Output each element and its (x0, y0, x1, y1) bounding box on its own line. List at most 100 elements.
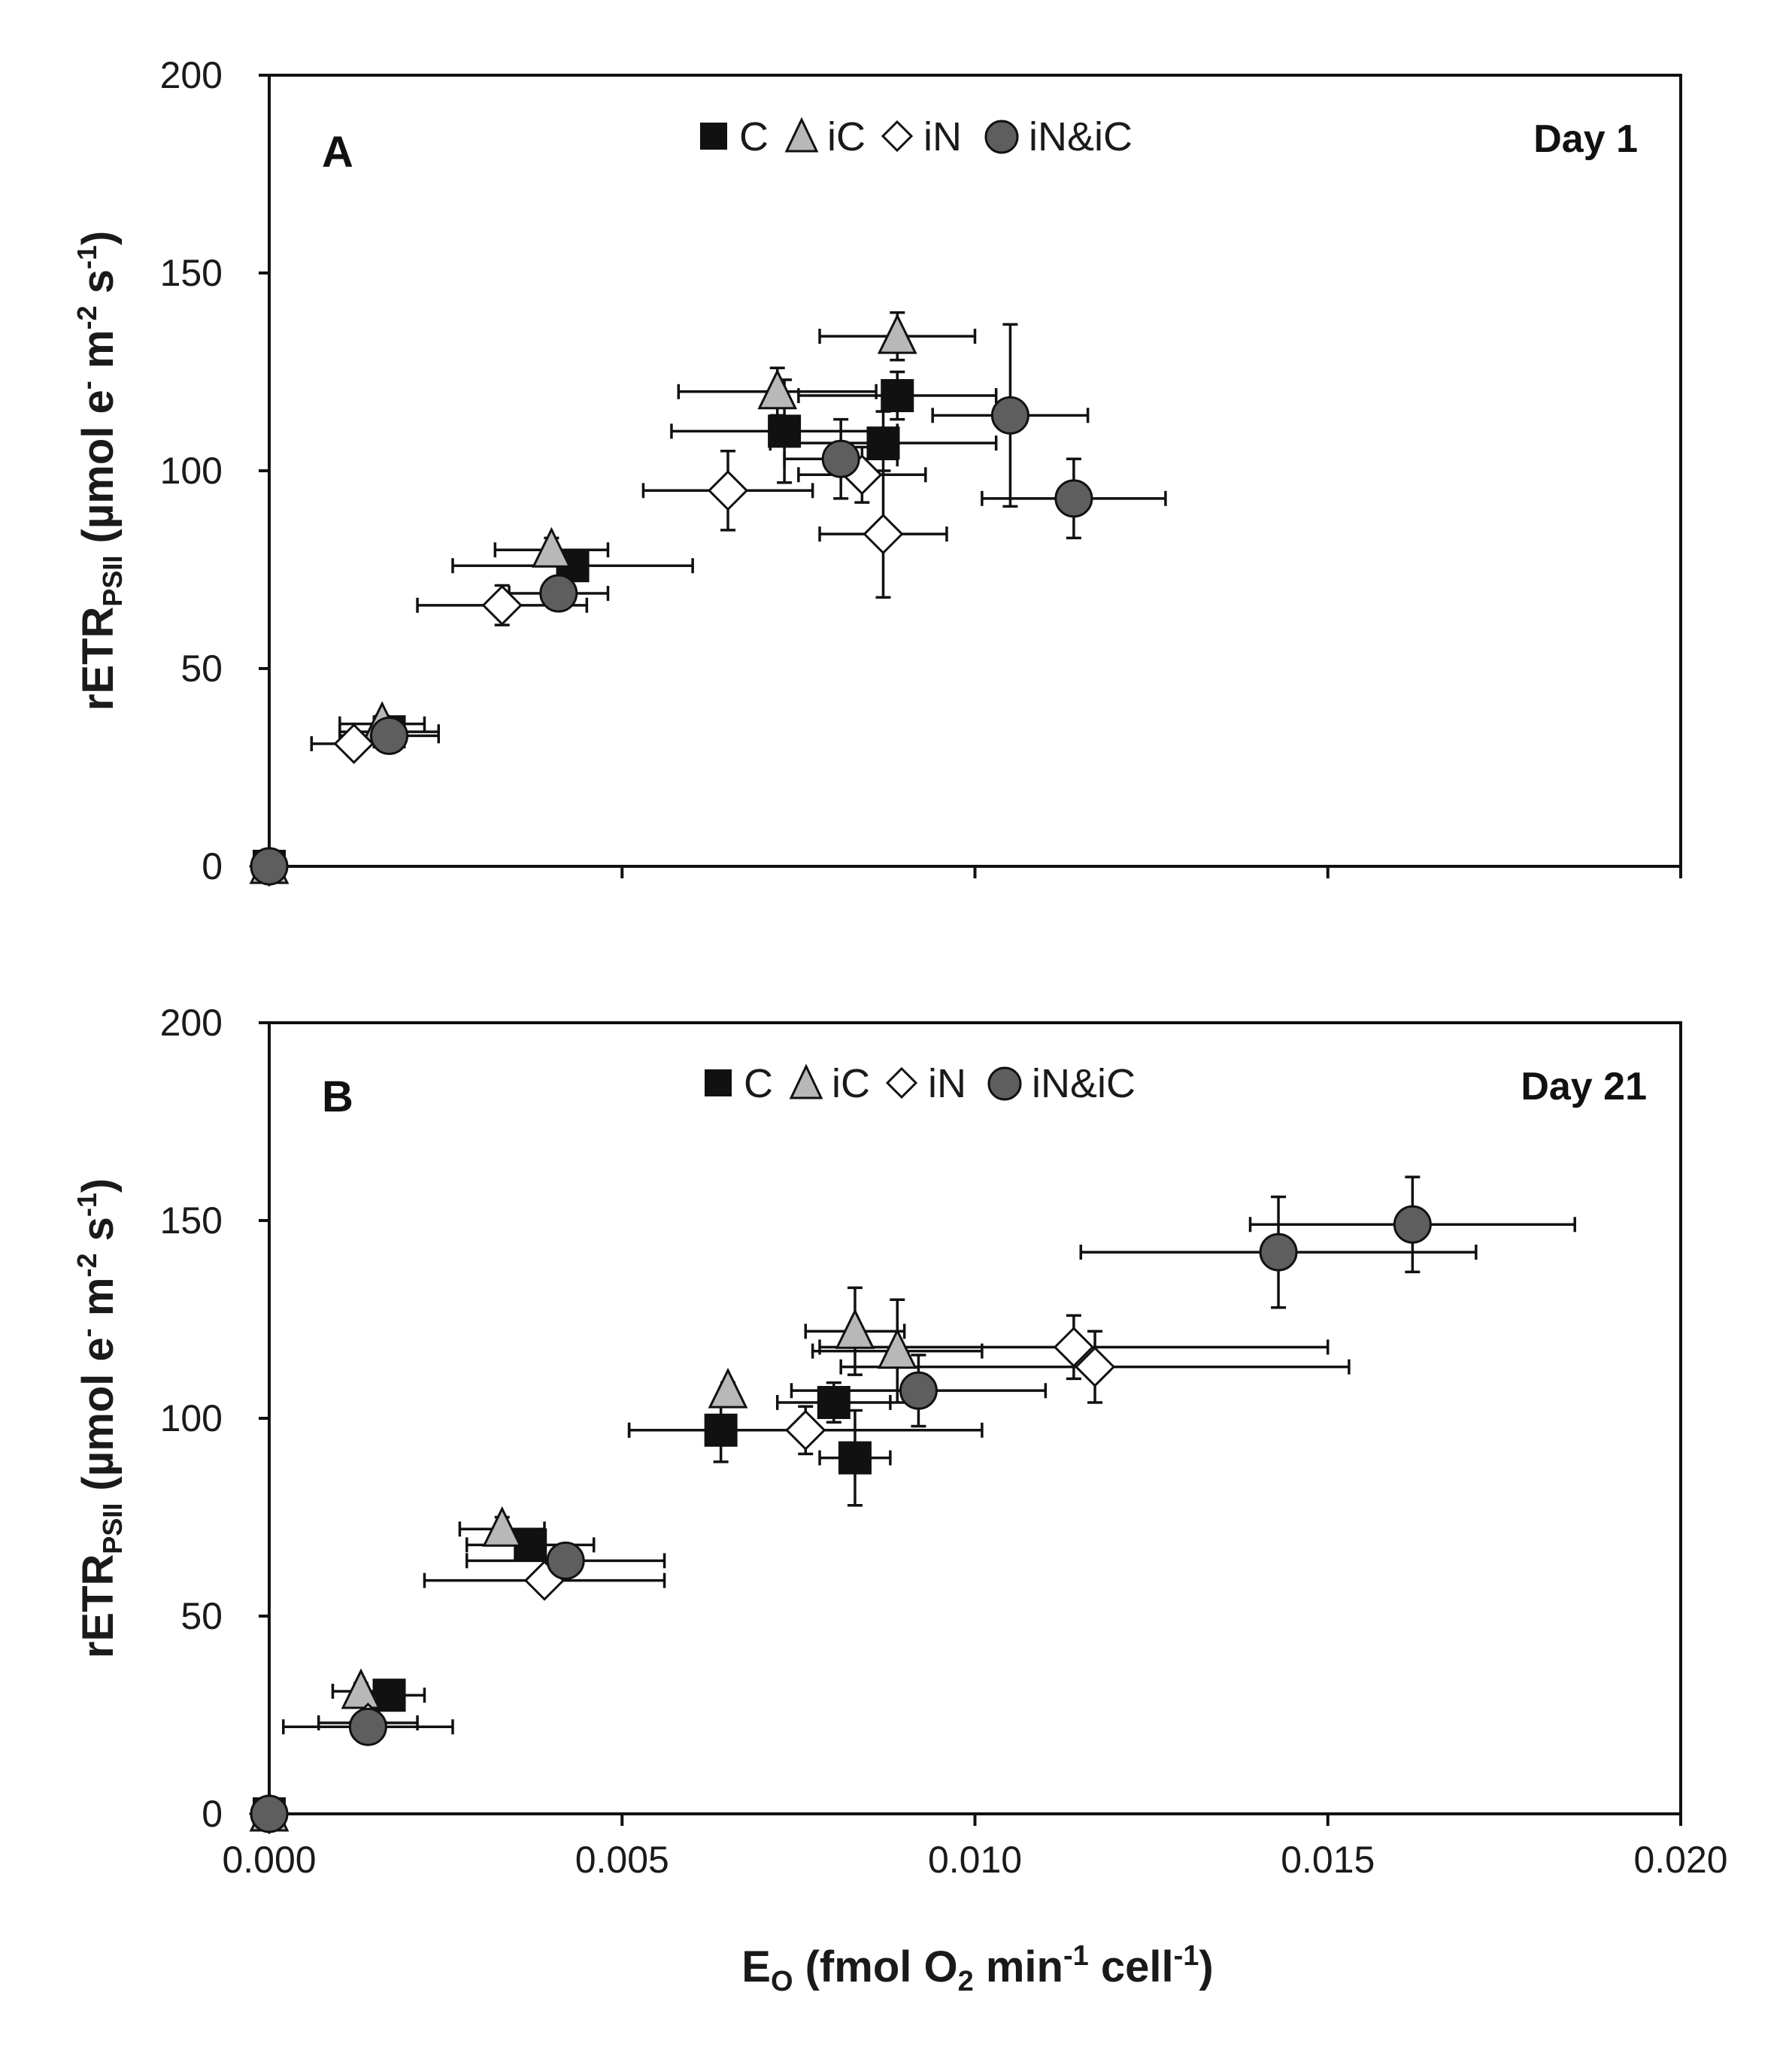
data-point-c (704, 1413, 738, 1447)
data-point-c (881, 379, 914, 413)
data-point-in-ic (1393, 1205, 1432, 1244)
x-axis-ticks (268, 1814, 1682, 1826)
y-tick-label: 200 (160, 54, 223, 96)
data-point-in-ic (546, 1541, 585, 1580)
y-axis-title-s-superscript: -1 (71, 1193, 102, 1217)
data-point-c (866, 426, 900, 460)
markers (248, 313, 1093, 887)
panel-b: 0 50 100 150 200 0.000 0.005 0.010 0.015 0.020 B… (71, 1002, 1728, 1997)
y-axis-title-electron-superscript: - (71, 381, 102, 390)
y-axis-title-s-superscript: -1 (71, 245, 102, 269)
data-point-ic (531, 526, 572, 568)
y-tick-label: 200 (160, 1002, 223, 1044)
x-axis-title-o2-subscript: 2 (958, 1966, 974, 1997)
y-axis-title-electron-superscript: - (71, 1328, 102, 1337)
y-axis-title-unit-open: (µmol e (74, 390, 123, 555)
data-point-in-ic (348, 1707, 387, 1746)
x-tick-label: 0.010 (928, 1839, 1022, 1881)
legend-marker-square-icon (705, 1069, 732, 1096)
markers (248, 1205, 1432, 1835)
legend-marker-diamond-icon (881, 120, 914, 153)
data-point-in-ic (990, 396, 1029, 435)
y-axis-title-unit-close: ) (74, 1178, 123, 1193)
legend: C iC iN iN&iC (700, 114, 1133, 159)
data-point-ic (877, 1328, 917, 1369)
y-axis-title-unit-s: s (74, 1217, 123, 1253)
legend-label-in: iN (923, 114, 962, 159)
data-point-c (817, 1385, 851, 1419)
y-tick-label: 100 (160, 1397, 223, 1439)
y-axis-tick-labels: 0 50 100 150 200 (160, 1002, 223, 1835)
legend-marker-square-icon (700, 123, 727, 150)
data-points (248, 1175, 1576, 1835)
legend-marker-triangle-icon (789, 1063, 823, 1099)
data-points (248, 311, 1167, 887)
data-point-in-ic (821, 439, 860, 478)
day-label: Day 1 (1533, 117, 1638, 161)
data-point-in-ic (899, 1371, 938, 1410)
legend-label-ic: iC (832, 1061, 870, 1106)
error-bars (310, 311, 1167, 754)
y-axis-title-psii-subscript: PSII (97, 1503, 128, 1554)
legend-label-in-ic: iN&iC (1029, 114, 1133, 159)
y-axis-ticks (259, 74, 269, 868)
x-axis-title-E: E (741, 1942, 771, 1991)
y-tick-label: 50 (180, 647, 223, 690)
data-point-ic (341, 1668, 381, 1709)
legend-marker-triangle-icon (784, 117, 819, 153)
data-point-c (838, 1441, 872, 1475)
y-tick-label: 150 (160, 252, 223, 294)
error-bars (282, 1175, 1576, 1736)
data-point-in (863, 514, 904, 555)
data-point-in-ic (1054, 479, 1093, 518)
x-tick-label: 0.020 (1633, 1839, 1727, 1881)
legend-label-in-ic: iN&iC (1032, 1061, 1136, 1106)
y-axis-title-rETR: rETR (74, 607, 123, 711)
y-axis-title-m-superscript: -2 (71, 306, 102, 330)
x-axis-ticks (268, 866, 1682, 878)
data-point-in (707, 470, 749, 511)
y-tick-label: 100 (160, 450, 223, 492)
x-tick-label: 0.015 (1281, 1839, 1375, 1881)
x-axis-title-o-subscript: O (771, 1966, 793, 1997)
data-point-ic (877, 313, 917, 354)
x-axis-title-cell-superscript: -1 (1174, 1940, 1199, 1972)
data-point-in (1053, 1327, 1095, 1368)
x-axis-title: EO (fmol O2 min-1 cell-1) (741, 1940, 1214, 1997)
data-point-c (768, 414, 802, 448)
x-axis-title-min-superscript: -1 (1063, 1940, 1089, 1972)
y-axis-title-psii-subscript: PSII (97, 556, 128, 607)
y-axis-title-unit-open: (µmol e (74, 1337, 123, 1503)
data-point-in-ic (370, 716, 409, 755)
legend-label-c: C (744, 1061, 773, 1106)
legend-marker-circle-icon (984, 120, 1019, 154)
data-point-in (333, 723, 374, 765)
x-axis-tick-labels: 0.000 0.005 0.010 0.015 0.020 (222, 1839, 1727, 1881)
x-axis-title-unit-open: (fmol O (793, 1942, 958, 1991)
y-tick-label: 0 (202, 845, 223, 887)
data-point-in (1074, 1346, 1116, 1387)
panel-letter: A (322, 128, 353, 177)
y-tick-label: 50 (180, 1595, 223, 1637)
y-axis-title-unit-s: s (74, 269, 123, 305)
panel-a: 0 50 100 150 200 A Day 1 C iC iN iN&iC rETRP… (71, 54, 1682, 887)
x-tick-label: 0.005 (575, 1839, 669, 1881)
y-axis-ticks (259, 1021, 269, 1815)
data-point-ic (482, 1506, 523, 1547)
y-axis-title-unit-close: ) (74, 231, 123, 245)
y-axis-title-unit-m: m (74, 1278, 123, 1329)
x-tick-label: 0.000 (222, 1839, 316, 1881)
data-point-ic (835, 1308, 875, 1349)
data-point-in-ic (1259, 1233, 1298, 1272)
y-tick-label: 0 (202, 1793, 223, 1835)
plot-frame (268, 74, 1682, 868)
y-axis-tick-labels: 0 50 100 150 200 (160, 54, 223, 887)
data-point-in-ic (250, 1794, 289, 1833)
y-axis-title-m-superscript: -2 (71, 1254, 102, 1278)
legend-marker-circle-icon (987, 1066, 1022, 1101)
x-axis-title-unit-cell: cell (1089, 1942, 1174, 1991)
y-tick-label: 150 (160, 1199, 223, 1242)
data-point-ic (708, 1367, 748, 1409)
data-point-in-ic (250, 847, 289, 886)
plot-frame (268, 1021, 1682, 1815)
